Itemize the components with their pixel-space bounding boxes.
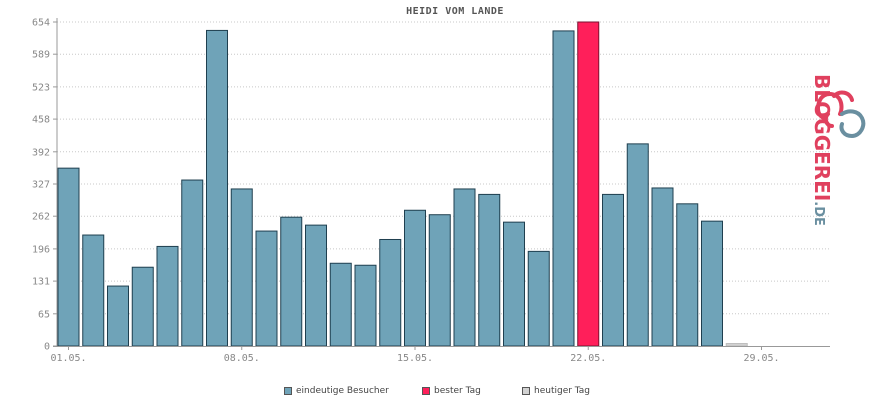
y-tick-label: 262 xyxy=(32,212,50,223)
legend-item-visitors: eindeutige Besucher xyxy=(284,386,389,396)
logo-wordmark: BLOGGEREI.DE xyxy=(810,74,854,226)
bar xyxy=(82,234,105,347)
x-tick-label: 29.05. xyxy=(743,353,779,364)
y-tick-label: 589 xyxy=(32,50,50,61)
bar xyxy=(503,221,525,347)
bar xyxy=(602,193,624,347)
legend-swatch-today xyxy=(522,387,530,395)
bar xyxy=(329,262,352,347)
x-tick-label: 08.05. xyxy=(224,353,260,364)
bar xyxy=(354,264,377,347)
y-tick-label: 392 xyxy=(32,147,50,158)
legend-swatch-best-day xyxy=(422,387,430,395)
bar xyxy=(181,179,204,347)
logo-text: BLOGGEREI.DE xyxy=(810,74,834,226)
bar xyxy=(379,238,402,347)
bar xyxy=(478,193,501,347)
bloggerei-logo-icon xyxy=(816,90,866,139)
y-tick-label: 0 xyxy=(44,342,50,353)
logo-suffix-text: .DE xyxy=(811,201,826,226)
legend: eindeutige Besucher bester Tag heutiger … xyxy=(0,386,870,398)
x-tick-label: 22.05. xyxy=(570,353,606,364)
logo-main-text: BLOGGEREI xyxy=(810,74,834,202)
bar xyxy=(280,216,303,347)
y-tick-label: 196 xyxy=(32,244,50,255)
y-tick-label: 458 xyxy=(32,115,50,126)
legend-item-best-day: bester Tag xyxy=(422,386,481,396)
bar xyxy=(651,187,674,347)
bar xyxy=(255,230,278,347)
bar xyxy=(206,29,228,347)
x-tick-label: 01.05. xyxy=(50,353,86,364)
legend-label-today: heutiger Tag xyxy=(534,386,591,396)
bar xyxy=(57,167,80,347)
bar xyxy=(701,220,723,347)
bar xyxy=(626,143,649,347)
y-tick-label: 327 xyxy=(32,180,50,191)
y-tick-label: 65 xyxy=(38,309,50,320)
x-tick-label: 15.05. xyxy=(397,353,433,364)
legend-item-today: heutiger Tag xyxy=(522,386,590,396)
legend-label-best-day: bester Tag xyxy=(434,386,481,396)
bar xyxy=(230,188,253,347)
bar xyxy=(404,209,426,347)
bar xyxy=(107,285,129,347)
y-tick-label: 131 xyxy=(32,277,50,288)
chart-title: HEIDI VOM LANDE xyxy=(406,6,504,17)
legend-label-visitors: eindeutige Besucher xyxy=(296,386,389,396)
y-tick-label: 654 xyxy=(32,18,50,29)
bar-best-day xyxy=(577,21,600,347)
bar xyxy=(156,245,179,347)
bar xyxy=(676,203,699,347)
bar xyxy=(527,250,550,347)
bar xyxy=(552,30,575,347)
legend-swatch-visitors xyxy=(284,387,292,395)
bar xyxy=(305,224,327,347)
y-tick-label: 523 xyxy=(32,82,50,93)
bar-today xyxy=(725,343,748,347)
bar xyxy=(453,188,476,347)
bar xyxy=(428,214,451,347)
bar xyxy=(131,266,154,347)
